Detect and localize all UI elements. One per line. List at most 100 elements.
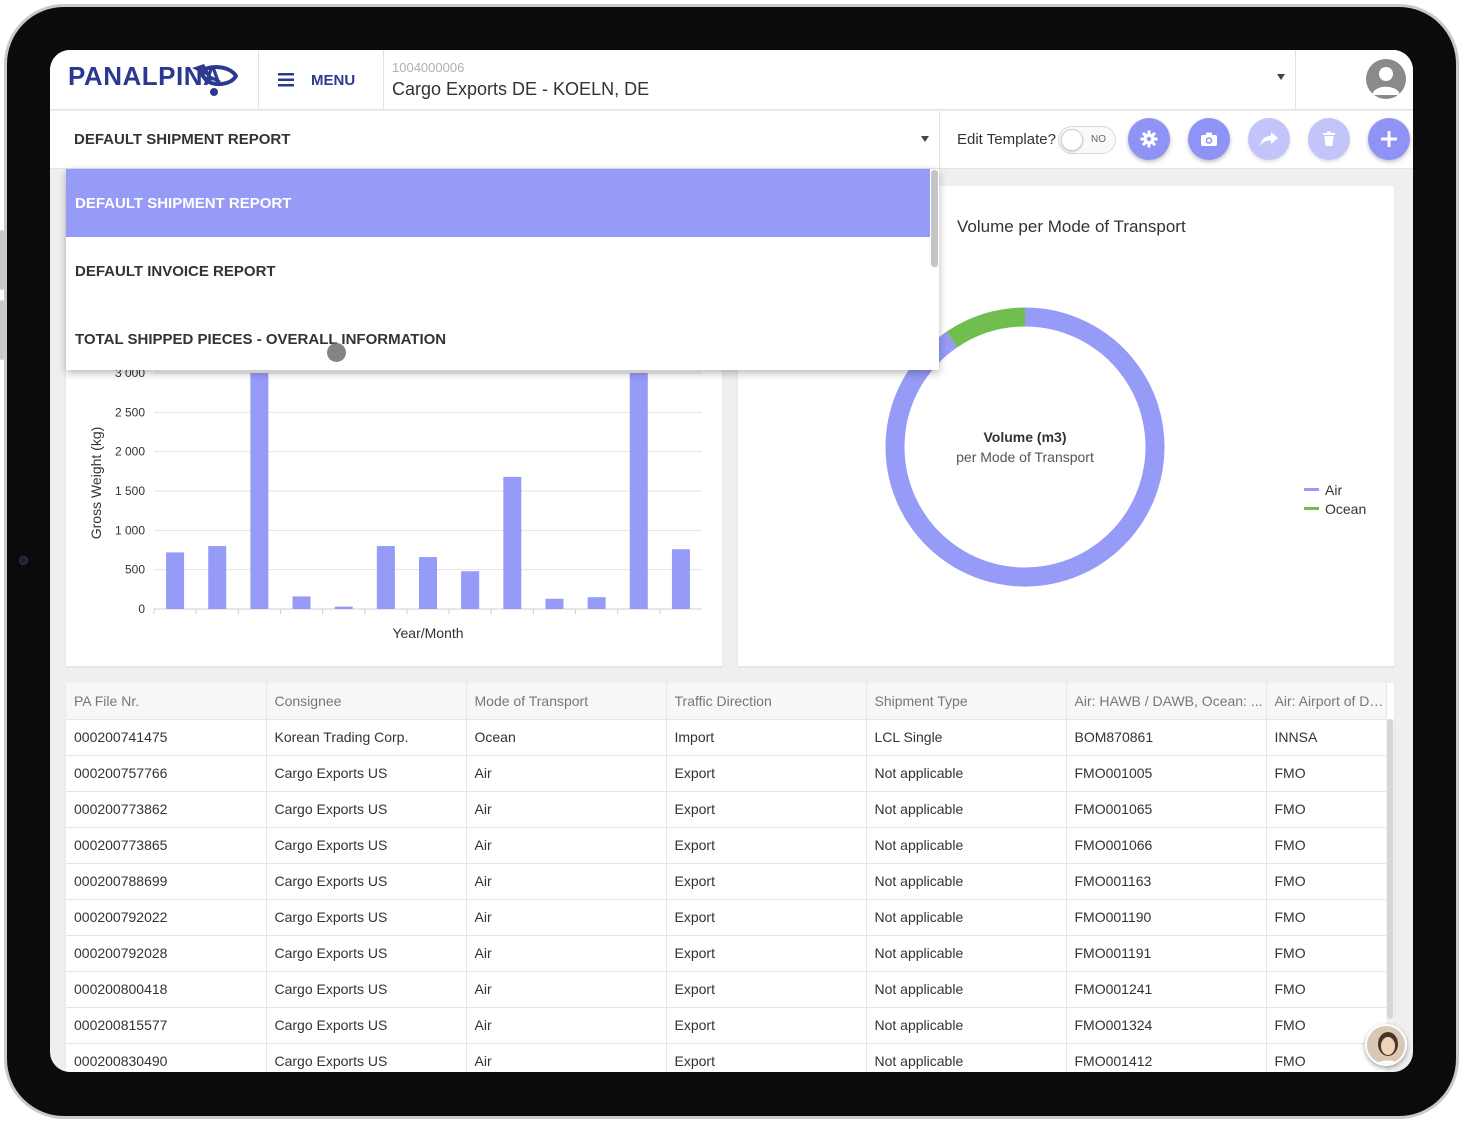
table-cell: Not applicable bbox=[866, 899, 1067, 936]
table-cell: Cargo Exports US bbox=[266, 971, 467, 1008]
legend-swatch-air bbox=[1304, 488, 1319, 491]
column-header[interactable]: PA File Nr. bbox=[66, 683, 267, 720]
y-tick-label: 0 bbox=[138, 602, 145, 616]
table-cell: FMO001191 bbox=[1066, 935, 1267, 972]
table-cell: Not applicable bbox=[866, 935, 1067, 972]
trash-icon bbox=[1323, 131, 1335, 146]
y-tick-label: 2 000 bbox=[115, 445, 145, 459]
bar[interactable] bbox=[250, 373, 269, 609]
bar[interactable] bbox=[208, 546, 227, 609]
table-scrollbar[interactable] bbox=[1386, 719, 1394, 1072]
bar[interactable] bbox=[461, 571, 480, 609]
table-cell: FMO001005 bbox=[1066, 755, 1267, 792]
delete-button[interactable] bbox=[1308, 118, 1350, 160]
screenshot-button[interactable] bbox=[1188, 118, 1230, 160]
report-select-value: DEFAULT SHIPMENT REPORT bbox=[74, 131, 291, 148]
table-cell: 000200741475 bbox=[66, 719, 267, 756]
table-row[interactable]: 000200741475 Korean Trading Corp. Ocean Imp… bbox=[66, 719, 1387, 756]
settings-button[interactable] bbox=[1128, 118, 1170, 160]
table-cell: 000200788699 bbox=[66, 863, 267, 900]
table-cell: Cargo Exports US bbox=[266, 863, 467, 900]
table-cell: FMO001241 bbox=[1066, 971, 1267, 1008]
column-header[interactable]: Mode of Transport bbox=[466, 683, 667, 720]
account-selector[interactable]: 1004000006 Cargo Exports DE - KOELN, DE bbox=[383, 50, 1296, 110]
column-header[interactable]: Traffic Direction bbox=[666, 683, 867, 720]
bar[interactable] bbox=[376, 546, 395, 609]
x-axis-title: Year/Month bbox=[392, 625, 463, 641]
legend-item-ocean[interactable]: Ocean bbox=[1304, 499, 1366, 518]
support-agent-icon bbox=[1367, 1026, 1405, 1064]
legend-item-air[interactable]: Air bbox=[1304, 480, 1366, 499]
table-cell: FMO001324 bbox=[1066, 1007, 1267, 1044]
edit-template-toggle[interactable]: NO bbox=[1058, 126, 1116, 154]
touch-cursor bbox=[327, 343, 346, 362]
table-row[interactable]: 000200773865 Cargo Exports US Air Export Not… bbox=[66, 827, 1387, 864]
table-cell: FMO001065 bbox=[1066, 791, 1267, 828]
column-header[interactable]: Shipment Type bbox=[866, 683, 1067, 720]
report-dropdown-menu: DEFAULT SHIPMENT REPORT DEFAULT INVOICE … bbox=[66, 169, 939, 370]
dropdown-option-shipment-report[interactable]: DEFAULT SHIPMENT REPORT bbox=[66, 169, 930, 237]
table-cell: FMO bbox=[1266, 827, 1387, 864]
table-cell: Cargo Exports US bbox=[266, 1007, 467, 1044]
table-row[interactable]: 000200815577 Cargo Exports US Air Export Not… bbox=[66, 1007, 1387, 1044]
table-cell: LCL Single bbox=[866, 719, 1067, 756]
bar[interactable] bbox=[503, 476, 522, 609]
table-cell: Air bbox=[466, 1043, 667, 1072]
table-cell: Air bbox=[466, 899, 667, 936]
header-divider bbox=[258, 50, 259, 110]
table-row[interactable]: 000200757766 Cargo Exports US Air Export Not… bbox=[66, 755, 1387, 792]
table-cell: Cargo Exports US bbox=[266, 827, 467, 864]
bar[interactable] bbox=[419, 557, 437, 609]
table-cell: 000200757766 bbox=[66, 755, 267, 792]
y-axis-title: Gross Weight (kg) bbox=[88, 427, 104, 540]
share-button[interactable] bbox=[1248, 118, 1290, 160]
dropdown-scrollbar[interactable] bbox=[931, 170, 938, 267]
menu-button[interactable]: MENU bbox=[278, 68, 355, 92]
report-select[interactable]: DEFAULT SHIPMENT REPORT bbox=[66, 111, 940, 169]
table-row[interactable]: 000200800418 Cargo Exports US Air Export Not… bbox=[66, 971, 1387, 1008]
panalpina-logo[interactable]: PANALPINA bbox=[68, 62, 243, 100]
bar[interactable] bbox=[292, 596, 311, 609]
share-arrow-icon bbox=[1260, 132, 1278, 146]
table-cell: Ocean bbox=[466, 719, 667, 756]
table-cell: FMO bbox=[1266, 971, 1387, 1008]
table-cell: 000200792022 bbox=[66, 899, 267, 936]
table-scrollbar-thumb[interactable] bbox=[1387, 719, 1393, 1019]
column-header[interactable]: Air: Airport of Depa bbox=[1266, 683, 1387, 720]
menu-label: MENU bbox=[311, 71, 356, 89]
bar[interactable] bbox=[587, 597, 606, 609]
column-header[interactable]: Consignee bbox=[266, 683, 467, 720]
bar[interactable] bbox=[671, 549, 690, 609]
table-cell: Korean Trading Corp. bbox=[266, 719, 467, 756]
bar[interactable] bbox=[545, 598, 564, 609]
column-header[interactable]: Air: HAWB / DAWB, Ocean: ... bbox=[1066, 683, 1267, 720]
table-row[interactable]: 000200788699 Cargo Exports US Air Export Not… bbox=[66, 863, 1387, 900]
legend-label: Ocean bbox=[1325, 500, 1367, 517]
bar[interactable] bbox=[629, 373, 648, 609]
camera-icon bbox=[1201, 132, 1217, 146]
logo-mark-icon bbox=[192, 64, 238, 96]
table-row[interactable]: 000200792028 Cargo Exports US Air Export Not… bbox=[66, 935, 1387, 972]
edit-template-label: Edit Template? bbox=[957, 131, 1056, 148]
table-cell: FMO bbox=[1266, 755, 1387, 792]
table-cell: FMO bbox=[1266, 863, 1387, 900]
plus-icon bbox=[1381, 131, 1397, 147]
support-chat-button[interactable] bbox=[1365, 1024, 1407, 1066]
add-button[interactable] bbox=[1368, 118, 1410, 160]
table-cell: Air bbox=[466, 971, 667, 1008]
y-tick-label: 1 000 bbox=[115, 523, 145, 537]
table-cell: 000200800418 bbox=[66, 971, 267, 1008]
user-avatar[interactable] bbox=[1366, 59, 1406, 99]
bar[interactable] bbox=[334, 606, 353, 609]
table-cell: 000200773862 bbox=[66, 791, 267, 828]
table-cell: INNSA bbox=[1266, 719, 1387, 756]
table-row[interactable]: 000200773862 Cargo Exports US Air Export Not… bbox=[66, 791, 1387, 828]
table-cell: Export bbox=[666, 1043, 867, 1072]
dropdown-option-invoice-report[interactable]: DEFAULT INVOICE REPORT bbox=[75, 262, 276, 280]
table-cell: 000200815577 bbox=[66, 1007, 267, 1044]
table-row[interactable]: 000200792022 Cargo Exports US Air Export Not… bbox=[66, 899, 1387, 936]
table-row[interactable]: 000200830490 Cargo Exports US Air Export Not… bbox=[66, 1043, 1387, 1072]
dropdown-option-shipped-pieces[interactable]: TOTAL SHIPPED PIECES - OVERALL INFORMATI… bbox=[75, 330, 447, 348]
bar[interactable] bbox=[166, 552, 185, 609]
